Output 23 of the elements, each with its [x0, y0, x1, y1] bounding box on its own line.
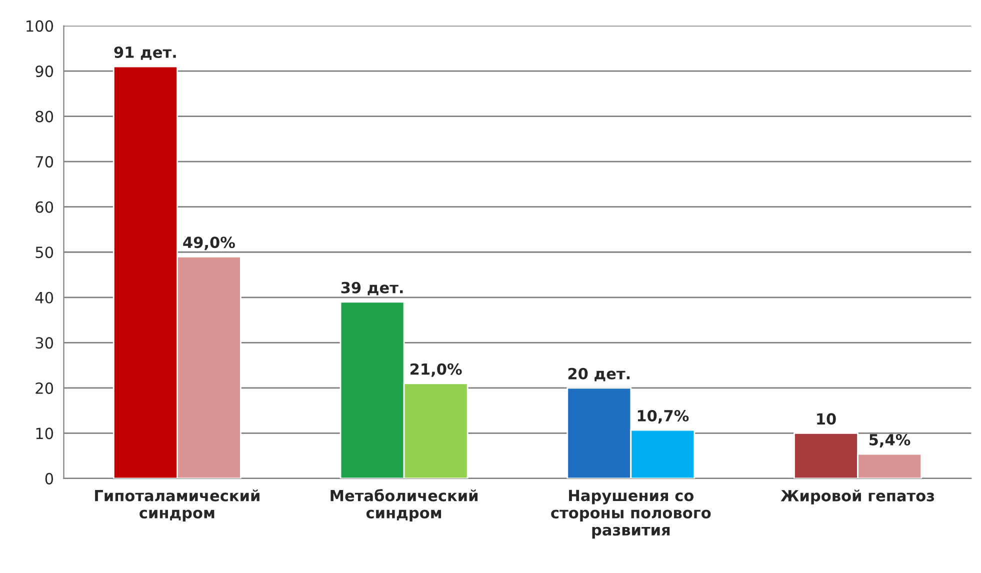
- y-tick-label: 20: [36, 382, 54, 394]
- data-label: 10,7%: [638, 410, 689, 424]
- data-label: 21,0%: [410, 363, 462, 377]
- data-label: 5,4%: [870, 434, 910, 448]
- y-tick-label: 10: [36, 428, 54, 440]
- y-tick-label: 40: [35, 292, 54, 304]
- data-label: 20 дет.: [568, 368, 630, 382]
- y-tick-label: 70: [36, 156, 54, 168]
- x-tick-label: Гипоталамический синдром: [95, 490, 260, 522]
- data-label: 10: [817, 413, 836, 425]
- y-tick-label: 60: [36, 201, 54, 213]
- y-tick-label: 0: [45, 472, 54, 484]
- data-label: 91 дет.: [114, 46, 176, 60]
- y-tick-label: 50: [36, 246, 54, 258]
- y-tick-label: 100: [26, 20, 54, 32]
- x-tick-label: Жировой гепатоз: [780, 490, 934, 504]
- data-label: 49,0%: [183, 236, 235, 250]
- y-tick-label: 80: [36, 110, 54, 122]
- x-tick-label: Нарушения со стороны полового развития: [551, 490, 711, 539]
- y-tick-label: 30: [36, 337, 54, 349]
- x-tick-label: Метаболический синдром: [330, 489, 478, 522]
- y-tick-label: 90: [36, 66, 54, 78]
- data-label: 39 дет.: [341, 282, 403, 296]
